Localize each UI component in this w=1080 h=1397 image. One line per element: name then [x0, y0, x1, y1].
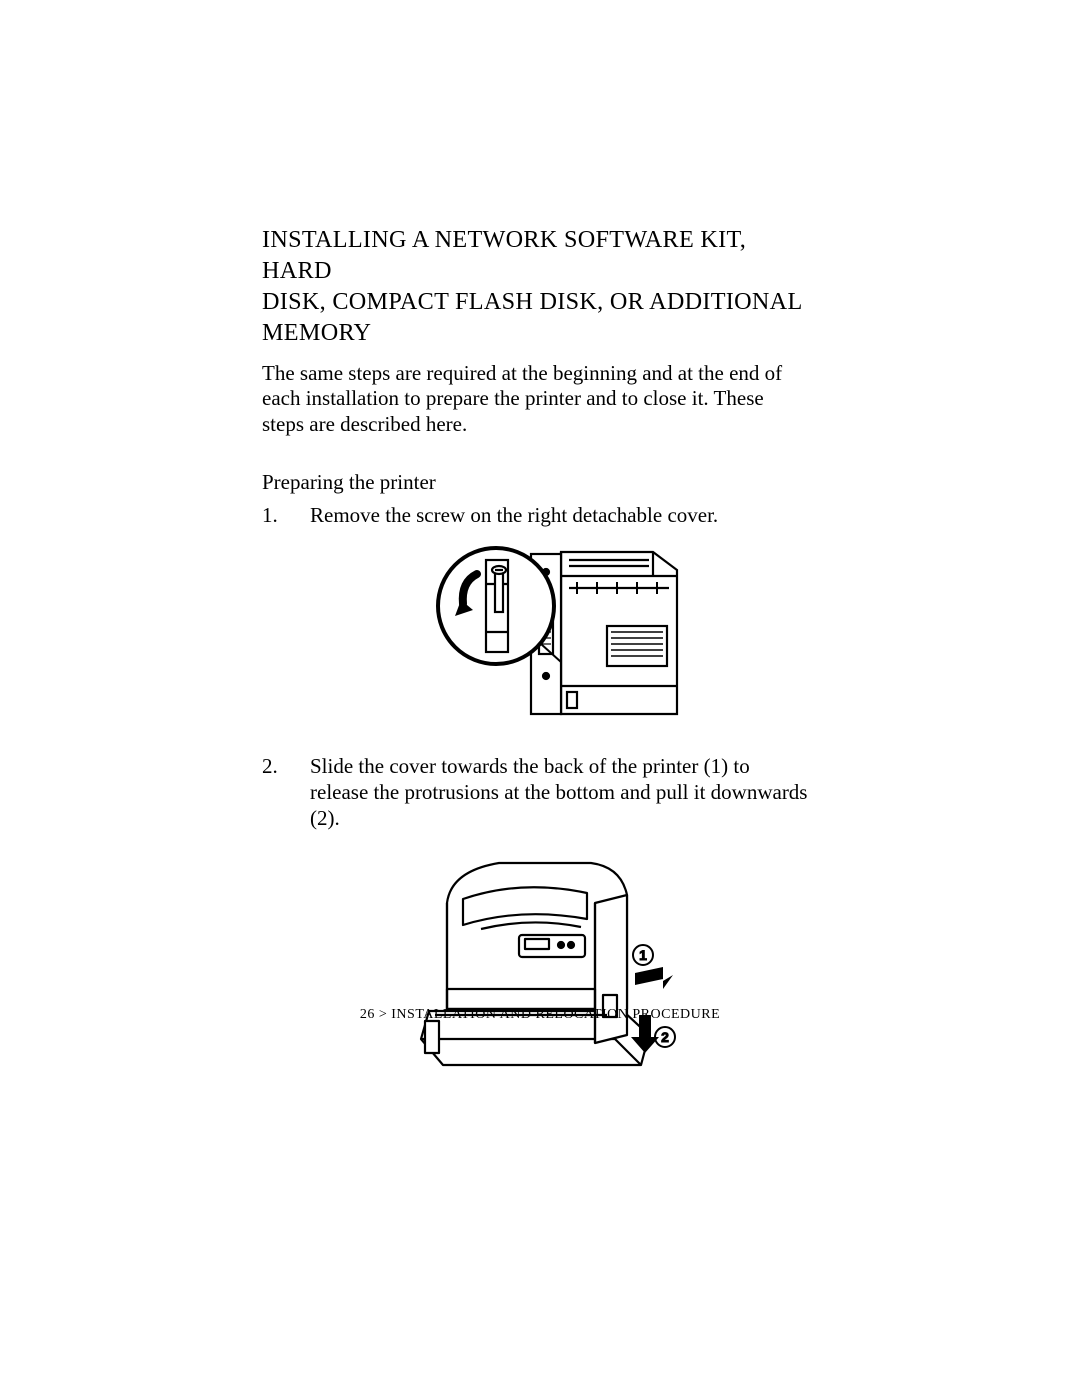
section-title: INSTALLING A NETWORK SOFTWARE KIT, HARD … — [262, 225, 810, 349]
document-page: INSTALLING A NETWORK SOFTWARE KIT, HARD … — [0, 0, 1080, 1397]
title-line-1: INSTALLING A NETWORK SOFTWARE KIT, HARD — [262, 226, 746, 284]
intro-paragraph: The same steps are required at the begin… — [262, 361, 810, 438]
step-2-number: 2. — [262, 754, 310, 831]
title-line-3: MEMORY — [262, 319, 371, 346]
figure-2: 1 2 — [262, 839, 810, 1093]
title-line-2: DISK, COMPACT FLASH DISK, OR ADDITIONAL — [262, 288, 803, 315]
figure-1 — [262, 536, 810, 726]
callout-1-label: 1 — [639, 947, 647, 963]
step-2: 2. Slide the cover towards the back of t… — [262, 754, 810, 831]
subheading: Preparing the printer — [262, 470, 810, 495]
printer-cover-screw-illustration — [391, 536, 681, 726]
callout-2-label: 2 — [661, 1029, 669, 1045]
step-1-text: Remove the screw on the right detachable… — [310, 503, 810, 529]
page-footer: 26 > INSTALLATION AND RELOCATION PROCEDU… — [0, 1007, 1080, 1023]
step-1: 1. Remove the screw on the right detacha… — [262, 503, 810, 529]
step-1-number: 1. — [262, 503, 310, 529]
step-2-text: Slide the cover towards the back of the … — [310, 754, 810, 831]
printer-slide-cover-illustration: 1 2 — [391, 839, 681, 1093]
